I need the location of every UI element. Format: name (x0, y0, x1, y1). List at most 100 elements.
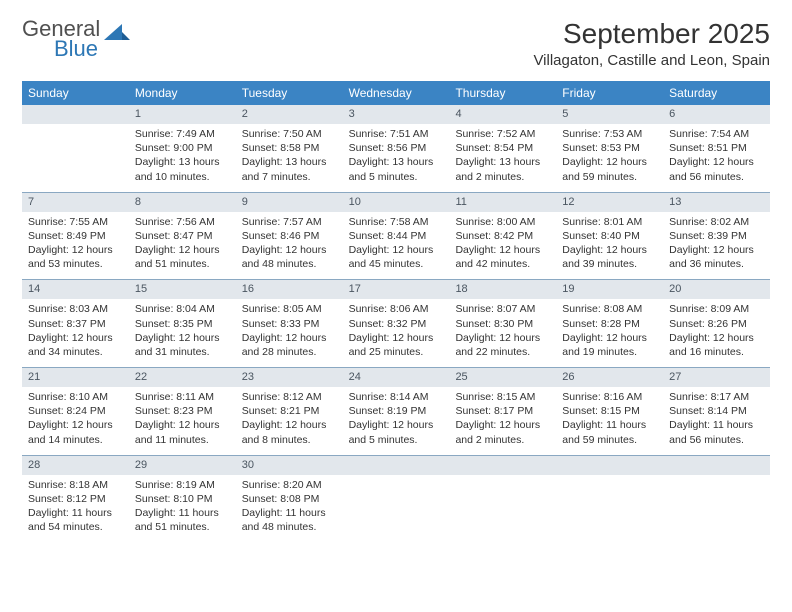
day-dlen1: Daylight: 12 hours (455, 331, 550, 345)
day-dlen2: and 59 minutes. (562, 170, 657, 184)
day-sunset: Sunset: 8:49 PM (28, 229, 123, 243)
day-sunrise: Sunrise: 8:17 AM (669, 390, 764, 404)
day-cell: Sunrise: 8:11 AMSunset: 8:23 PMDaylight:… (129, 387, 236, 455)
day-number: 10 (343, 193, 450, 212)
day-sunrise: Sunrise: 7:55 AM (28, 215, 123, 229)
day-sunrise: Sunrise: 7:49 AM (135, 127, 230, 141)
day-dlen2: and 51 minutes. (135, 520, 230, 534)
day-cell: Sunrise: 8:05 AMSunset: 8:33 PMDaylight:… (236, 299, 343, 367)
day-sunrise: Sunrise: 7:56 AM (135, 215, 230, 229)
day-dlen1: Daylight: 12 hours (562, 155, 657, 169)
day-dlen1: Daylight: 13 hours (349, 155, 444, 169)
day-cell: Sunrise: 8:04 AMSunset: 8:35 PMDaylight:… (129, 299, 236, 367)
header: General Blue September 2025 Villagaton, … (22, 18, 770, 69)
day-number: 26 (556, 368, 663, 387)
day-number: 11 (449, 193, 556, 212)
logo-triangle-icon (104, 22, 130, 42)
day-dlen2: and 22 minutes. (455, 345, 550, 359)
day-number-row: 14151617181920 (22, 279, 770, 299)
day-number: 14 (22, 280, 129, 299)
day-dlen2: and 56 minutes. (669, 433, 764, 447)
day-number: 17 (343, 280, 450, 299)
day-cell: Sunrise: 8:09 AMSunset: 8:26 PMDaylight:… (663, 299, 770, 367)
day-cell: Sunrise: 8:10 AMSunset: 8:24 PMDaylight:… (22, 387, 129, 455)
day-sunrise: Sunrise: 8:12 AM (242, 390, 337, 404)
day-dlen2: and 25 minutes. (349, 345, 444, 359)
day-dlen2: and 8 minutes. (242, 433, 337, 447)
day-sunset: Sunset: 8:24 PM (28, 404, 123, 418)
day-dlen1: Daylight: 12 hours (135, 418, 230, 432)
day-number (663, 456, 770, 475)
day-dlen1: Daylight: 13 hours (242, 155, 337, 169)
day-dlen1: Daylight: 12 hours (28, 418, 123, 432)
day-number: 16 (236, 280, 343, 299)
day-number: 3 (343, 105, 450, 124)
day-sunrise: Sunrise: 8:20 AM (242, 478, 337, 492)
day-sunrise: Sunrise: 8:00 AM (455, 215, 550, 229)
day-dlen2: and 28 minutes. (242, 345, 337, 359)
day-cell: Sunrise: 7:55 AMSunset: 8:49 PMDaylight:… (22, 212, 129, 280)
day-dlen2: and 48 minutes. (242, 520, 337, 534)
day-cell: Sunrise: 8:17 AMSunset: 8:14 PMDaylight:… (663, 387, 770, 455)
day-dlen1: Daylight: 11 hours (242, 506, 337, 520)
day-sunset: Sunset: 8:28 PM (562, 317, 657, 331)
day-sunset: Sunset: 8:46 PM (242, 229, 337, 243)
day-number (343, 456, 450, 475)
day-sunset: Sunset: 8:58 PM (242, 141, 337, 155)
day-dlen1: Daylight: 12 hours (562, 243, 657, 257)
day-dlen1: Daylight: 12 hours (135, 331, 230, 345)
day-sunset: Sunset: 8:26 PM (669, 317, 764, 331)
day-sunrise: Sunrise: 8:02 AM (669, 215, 764, 229)
day-sunset: Sunset: 9:00 PM (135, 141, 230, 155)
day-cell (22, 124, 129, 192)
day-dlen2: and 2 minutes. (455, 170, 550, 184)
day-dlen2: and 45 minutes. (349, 257, 444, 271)
day-cell (343, 475, 450, 543)
day-sunrise: Sunrise: 8:04 AM (135, 302, 230, 316)
day-number: 23 (236, 368, 343, 387)
day-cell: Sunrise: 8:02 AMSunset: 8:39 PMDaylight:… (663, 212, 770, 280)
day-dlen1: Daylight: 12 hours (28, 243, 123, 257)
day-sunrise: Sunrise: 8:15 AM (455, 390, 550, 404)
logo-text: General Blue (22, 18, 100, 60)
week-content-row: Sunrise: 7:49 AMSunset: 9:00 PM Daylight:… (22, 124, 770, 192)
day-number: 7 (22, 193, 129, 212)
day-cell: Sunrise: 7:52 AMSunset: 8:54 PMDaylight:… (449, 124, 556, 192)
day-sunset: Sunset: 8:17 PM (455, 404, 550, 418)
day-dlen1: Daylight: 12 hours (455, 418, 550, 432)
day-sunrise: Sunrise: 8:10 AM (28, 390, 123, 404)
day-sunset: Sunset: 8:30 PM (455, 317, 550, 331)
day-sunrise: Sunrise: 8:07 AM (455, 302, 550, 316)
day-dlen2: and 14 minutes. (28, 433, 123, 447)
day-number-row: 123456 (22, 105, 770, 124)
day-dlen1: Daylight: 11 hours (135, 506, 230, 520)
day-cell (449, 475, 556, 543)
day-sunrise: Sunrise: 8:11 AM (135, 390, 230, 404)
day-cell: Sunrise: 8:01 AMSunset: 8:40 PMDaylight:… (556, 212, 663, 280)
day-sunset: Sunset: 8:12 PM (28, 492, 123, 506)
day-dlen2: and 59 minutes. (562, 433, 657, 447)
day-number: 8 (129, 193, 236, 212)
day-cell: Sunrise: 7:56 AMSunset: 8:47 PMDaylight:… (129, 212, 236, 280)
logo: General Blue (22, 18, 130, 60)
day-dlen1: Daylight: 12 hours (349, 243, 444, 257)
day-sunset: Sunset: 8:21 PM (242, 404, 337, 418)
day-dlen1: Daylight: 12 hours (135, 243, 230, 257)
day-number: 19 (556, 280, 663, 299)
week-content-row: Sunrise: 8:03 AMSunset: 8:37 PMDaylight:… (22, 299, 770, 367)
day-cell: Sunrise: 8:08 AMSunset: 8:28 PMDaylight:… (556, 299, 663, 367)
day-cell: Sunrise: 7:57 AMSunset: 8:46 PMDaylight:… (236, 212, 343, 280)
day-number: 22 (129, 368, 236, 387)
day-dlen2: and 2 minutes. (455, 433, 550, 447)
day-dlen2: and 31 minutes. (135, 345, 230, 359)
title-block: September 2025 Villagaton, Castille and … (533, 18, 770, 69)
day-dlen1: Daylight: 12 hours (349, 331, 444, 345)
day-dlen2: and 7 minutes. (242, 170, 337, 184)
day-dlen1: Daylight: 12 hours (455, 243, 550, 257)
day-cell: Sunrise: 8:12 AMSunset: 8:21 PMDaylight:… (236, 387, 343, 455)
day-sunset: Sunset: 8:40 PM (562, 229, 657, 243)
day-dlen2: and 42 minutes. (455, 257, 550, 271)
day-sunrise: Sunrise: 7:53 AM (562, 127, 657, 141)
day-dlen1: Daylight: 11 hours (562, 418, 657, 432)
day-number: 9 (236, 193, 343, 212)
